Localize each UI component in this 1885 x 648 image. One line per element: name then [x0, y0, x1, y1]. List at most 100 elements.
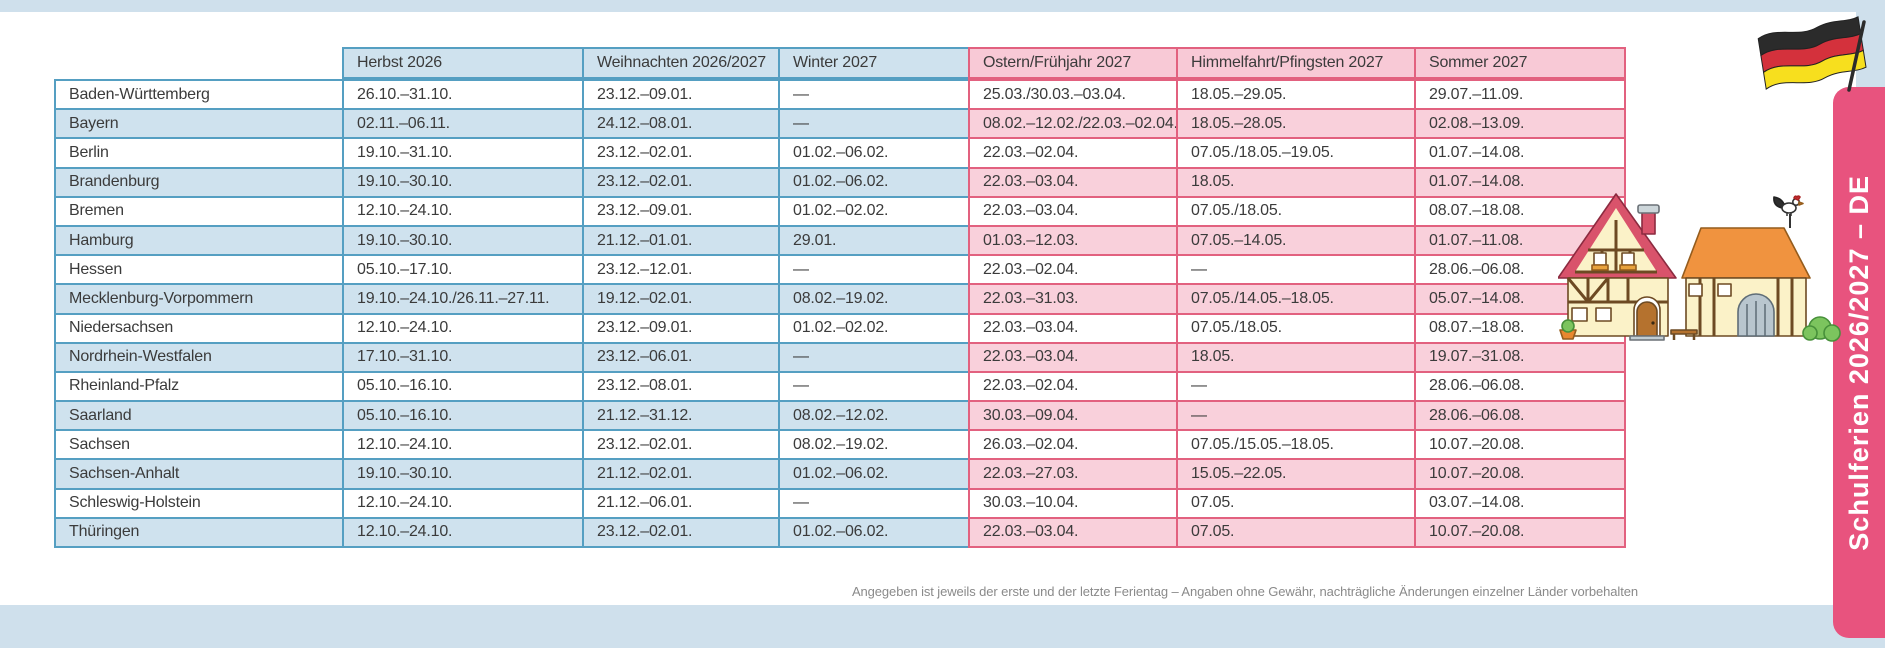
header-weihnachten: Weihnachten 2026/2027: [582, 47, 780, 79]
date-cell: 22.03.–03.04.: [968, 166, 1178, 198]
date-cell: 24.12.–08.01.: [582, 108, 780, 140]
date-cell: 10.07.–20.08.: [1414, 516, 1626, 548]
date-cell: 23.12.–02.01.: [582, 516, 780, 548]
date-cell: 29.07.–11.09.: [1414, 79, 1626, 111]
table-row: Thüringen 12.10.–24.10. 23.12.–02.01. 01.02…: [54, 516, 1626, 548]
date-cell: 01.07.–14.08.: [1414, 137, 1626, 169]
date-cell: —: [778, 487, 970, 519]
state-cell: Bremen: [54, 195, 344, 227]
state-cell: Saarland: [54, 400, 344, 432]
date-cell: 22.03.–31.03.: [968, 283, 1178, 315]
date-cell: 07.05./15.05.–18.05.: [1176, 429, 1416, 461]
date-cell: 12.10.–24.10.: [342, 516, 584, 548]
date-cell: 07.05.: [1176, 516, 1416, 548]
date-cell: 22.03.–03.04.: [968, 516, 1178, 548]
date-cell: 22.03.–02.04.: [968, 254, 1178, 286]
date-cell: 23.12.–09.01.: [582, 312, 780, 344]
date-cell: 19.10.–30.10.: [342, 166, 584, 198]
date-cell: 19.10.–30.10.: [342, 224, 584, 257]
date-cell: 22.03.–03.04.: [968, 312, 1178, 344]
table-row: Niedersachsen 12.10.–24.10. 23.12.–09.01. 0…: [54, 312, 1626, 344]
table-row: Schleswig-Holstein 12.10.–24.10. 21.12.–06…: [54, 487, 1626, 519]
state-cell: Sachsen: [54, 429, 344, 461]
date-cell: 23.12.–02.01.: [582, 137, 780, 169]
page-top-band: [0, 0, 1885, 12]
table-header-row: Herbst 2026 Weihnachten 2026/2027 Winter…: [54, 47, 1626, 79]
date-cell: 01.02.–06.02.: [778, 166, 970, 198]
date-cell: 19.10.–31.10.: [342, 137, 584, 169]
date-cell: 01.07.–14.08.: [1414, 166, 1626, 198]
date-cell: 10.07.–20.08.: [1414, 429, 1626, 461]
date-cell: —: [1176, 370, 1416, 403]
date-cell: 22.03.–03.04.: [968, 195, 1178, 227]
table-row: Bremen 12.10.–24.10. 23.12.–09.01. 01.02.–0…: [54, 195, 1626, 227]
date-cell: 08.02.–12.02./22.03.–02.04.: [968, 108, 1178, 140]
date-cell: 19.10.–24.10./26.11.–27.11.: [342, 283, 584, 315]
date-cell: 23.12.–02.01.: [582, 166, 780, 198]
page-bottom-band: [0, 605, 1885, 648]
date-cell: 03.07.–14.08.: [1414, 487, 1626, 519]
date-cell: 22.03.–02.04.: [968, 137, 1178, 169]
date-cell: 28.06.–06.08.: [1414, 370, 1626, 403]
state-cell: Nordrhein-Westfalen: [54, 341, 344, 373]
header-himmelfahrt: Himmelfahrt/Pfingsten 2027: [1176, 47, 1416, 79]
header-spacer: [54, 47, 344, 79]
date-cell: 23.12.–08.01.: [582, 370, 780, 403]
state-cell: Berlin: [54, 137, 344, 169]
table-row: Hamburg 19.10.–30.10. 21.12.–01.01. 29.01. 0…: [54, 224, 1626, 257]
footnote: Angegeben ist jeweils der erste und der …: [851, 584, 1638, 599]
date-cell: 18.05.: [1176, 166, 1416, 198]
date-cell: 12.10.–24.10.: [342, 312, 584, 344]
date-cell: 26.10.–31.10.: [342, 79, 584, 111]
date-cell: 18.05.: [1176, 341, 1416, 373]
date-cell: 23.12.–09.01.: [582, 79, 780, 111]
state-cell: Schleswig-Holstein: [54, 487, 344, 519]
date-cell: 30.03.–09.04.: [968, 400, 1178, 432]
date-cell: 21.12.–02.01.: [582, 458, 780, 490]
date-cell: 07.05.: [1176, 487, 1416, 519]
date-cell: 07.05./18.05.: [1176, 312, 1416, 344]
state-cell: Rheinland-Pfalz: [54, 370, 344, 403]
state-cell: Niedersachsen: [54, 312, 344, 344]
date-cell: 23.12.–06.01.: [582, 341, 780, 373]
state-cell: Bayern: [54, 108, 344, 140]
date-cell: 22.03.–27.03.: [968, 458, 1178, 490]
date-cell: —: [778, 108, 970, 140]
table-row: Sachsen-Anhalt 19.10.–30.10. 21.12.–02.01.…: [54, 458, 1626, 490]
date-cell: 12.10.–24.10.: [342, 487, 584, 519]
table-row: Nordrhein-Westfalen 17.10.–31.10. 23.12.–0…: [54, 341, 1626, 373]
table-row: Brandenburg 19.10.–30.10. 23.12.–02.01. 01.…: [54, 166, 1626, 198]
date-cell: —: [778, 370, 970, 403]
date-cell: 01.02.–02.02.: [778, 312, 970, 344]
table-row: Hessen 05.10.–17.10. 23.12.–12.01. —22.03.–…: [54, 254, 1626, 286]
side-tab: Schulferien 2026/2027 – DE: [1833, 87, 1885, 638]
date-cell: 19.10.–30.10.: [342, 458, 584, 490]
table-row: Berlin 19.10.–31.10. 23.12.–02.01. 01.02.–0…: [54, 137, 1626, 169]
date-cell: 23.12.–12.01.: [582, 254, 780, 286]
header-herbst: Herbst 2026: [342, 47, 584, 79]
date-cell: 05.10.–17.10.: [342, 254, 584, 286]
date-cell: 02.08.–13.09.: [1414, 108, 1626, 140]
date-cell: 01.03.–12.03.: [968, 224, 1178, 257]
header-sommer: Sommer 2027: [1414, 47, 1626, 79]
state-cell: Baden-Württemberg: [54, 79, 344, 111]
date-cell: 21.12.–01.01.: [582, 224, 780, 257]
date-cell: 22.03.–03.04.: [968, 341, 1178, 373]
date-cell: 19.12.–02.01.: [582, 283, 780, 315]
date-cell: 01.02.–02.02.: [778, 195, 970, 227]
date-cell: 19.07.–31.08.: [1414, 341, 1626, 373]
date-cell: 26.03.–02.04.: [968, 429, 1178, 461]
date-cell: 22.03.–02.04.: [968, 370, 1178, 403]
table-row: Bayern 02.11.–06.11. 24.12.–08.01. —08.02.–…: [54, 108, 1626, 140]
date-cell: 28.06.–06.08.: [1414, 400, 1626, 432]
date-cell: 08.02.–19.02.: [778, 429, 970, 461]
table-row: Saarland 05.10.–16.10. 21.12.–31.12. 08.02.…: [54, 400, 1626, 432]
date-cell: 08.02.–12.02.: [778, 400, 970, 432]
table-row: Rheinland-Pfalz 05.10.–16.10. 23.12.–08.01…: [54, 370, 1626, 403]
date-cell: 07.05./18.05.: [1176, 195, 1416, 227]
table-rows: Baden-Württemberg 26.10.–31.10. 23.12.–09.…: [54, 79, 1626, 548]
date-cell: 15.05.–22.05.: [1176, 458, 1416, 490]
table-row: Sachsen 12.10.–24.10. 23.12.–02.01. 08.02.–…: [54, 429, 1626, 461]
date-cell: 25.03./30.03.–03.04.: [968, 79, 1178, 111]
date-cell: 08.02.–19.02.: [778, 283, 970, 315]
